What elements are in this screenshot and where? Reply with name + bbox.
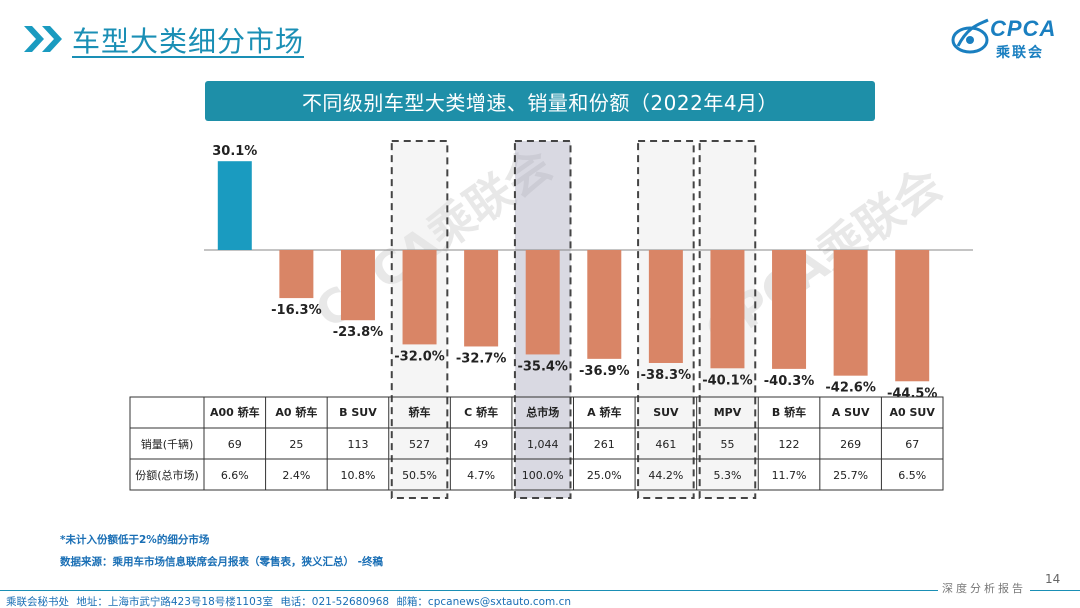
highlight-box	[698, 140, 757, 499]
table-sales-cell: 461	[655, 438, 676, 451]
bar	[833, 250, 868, 376]
table-share-cell: 6.6%	[221, 469, 249, 482]
table-category-header: SUV	[653, 406, 679, 419]
footer-org: 乘联会秘书处	[6, 596, 69, 608]
footer-contact: 乘联会秘书处 地址：上海市武宁路423号18号楼1103室 电话：021-526…	[6, 594, 575, 608]
report-tagline: 深度分析报告	[938, 580, 1030, 596]
data-label: -40.1%	[702, 373, 753, 388]
table-share-cell: 2.4%	[282, 469, 310, 482]
data-label: -36.9%	[579, 364, 630, 379]
cpca-logo: CPCA 乘联会	[950, 14, 1070, 64]
bar	[464, 250, 499, 347]
chart-banner-title: 不同级别车型大类增速、销量和份额（2022年4月）	[205, 81, 875, 121]
data-label: -35.4%	[517, 359, 568, 374]
table-sales-cell: 69	[228, 438, 242, 451]
footer-address: 地址：上海市武宁路423号18号楼1103室	[76, 596, 273, 608]
table-sales-cell: 49	[474, 438, 488, 451]
data-label: 30.1%	[212, 144, 257, 159]
footnote-data-source: 数据来源：乘用车市场信息联席会月报表（零售表，狭义汇总） -终稿	[60, 556, 384, 568]
table-share-cell: 50.5%	[402, 469, 437, 482]
bar	[895, 250, 930, 382]
watermark-text: CPCA乘联会	[695, 157, 951, 359]
table-share-cell: 25.0%	[587, 469, 622, 482]
table-category-header: B SUV	[339, 406, 377, 419]
table-border	[129, 396, 944, 491]
table-category-header: A00 轿车	[210, 405, 260, 419]
table-sales-cell: 1,044	[527, 438, 559, 451]
data-label: -32.7%	[456, 351, 507, 366]
bar	[217, 161, 252, 250]
bar	[648, 250, 683, 363]
footer-divider	[0, 590, 1080, 591]
bar	[525, 250, 560, 355]
data-label: -44.5%	[887, 386, 938, 401]
highlight-box	[513, 140, 572, 499]
table-share-cell: 4.7%	[467, 469, 495, 482]
table-category-header: B 轿车	[772, 405, 806, 419]
data-label: -40.3%	[764, 374, 815, 389]
table-share-cell: 6.5%	[898, 469, 926, 482]
table-sales-cell: 55	[720, 438, 734, 451]
bar	[340, 250, 375, 321]
table-share-cell: 11.7%	[772, 469, 807, 482]
highlight-box	[637, 140, 695, 499]
data-label: -23.8%	[333, 325, 384, 340]
table-sales-cell: 67	[905, 438, 919, 451]
bar	[587, 250, 622, 359]
bar	[402, 250, 437, 345]
cpca-emblem-icon	[951, 18, 989, 54]
logo-cn-text: 乘联会	[996, 45, 1044, 61]
table-sales-cell: 25	[289, 438, 303, 451]
table-category-header: 总市场	[526, 405, 559, 419]
footer-phone: 电话：021-52680968	[280, 596, 390, 608]
data-label: -32.0%	[394, 349, 445, 364]
data-label: -42.6%	[825, 381, 876, 396]
page-title: 车型大类细分市场	[72, 25, 305, 58]
table-category-header: A SUV	[832, 406, 870, 419]
table-category-header: C 轿车	[464, 405, 498, 419]
bar	[710, 250, 745, 369]
data-label: -16.3%	[271, 303, 322, 318]
table-category-header: A0 SUV	[890, 406, 936, 419]
table-sales-cell: 113	[347, 438, 368, 451]
table-category-header: MPV	[714, 406, 742, 419]
table-share-cell: 44.2%	[648, 469, 683, 482]
footnote-share-threshold: *未计入份额低于2%的细分市场	[60, 534, 210, 546]
footer-email[interactable]: 邮箱：cpcanews@sxtauto.com.cn	[396, 596, 572, 608]
table-sales-cell: 261	[594, 438, 615, 451]
logo-text: CPCA	[990, 16, 1057, 41]
table-share-cell: 10.8%	[340, 469, 375, 482]
table-sales-cell: 269	[840, 438, 861, 451]
page-number: 14	[1045, 572, 1061, 586]
table-share-cell: 5.3%	[713, 469, 741, 482]
watermark-text: CPCA乘联会	[305, 137, 561, 339]
table-row-label: 销量(千辆)	[141, 437, 194, 451]
table-category-header: A0 轿车	[275, 405, 317, 419]
table-sales-cell: 122	[779, 438, 800, 451]
table-category-header: 轿车	[409, 405, 431, 419]
table-share-cell: 25.7%	[833, 469, 868, 482]
table-row-label: 份额(总市场)	[135, 468, 199, 482]
table-sales-cell: 527	[409, 438, 430, 451]
table-category-header: A 轿车	[587, 405, 621, 419]
footnotes: *未计入份额低于2%的细分市场 数据来源：乘用车市场信息联席会月报表（零售表，狭…	[60, 529, 383, 573]
data-label: -38.3%	[641, 368, 692, 383]
bar	[772, 250, 807, 369]
table-share-cell: 100.0%	[522, 469, 564, 482]
bar	[279, 250, 314, 299]
highlight-box	[390, 140, 449, 499]
double-chevron-icon	[24, 26, 62, 52]
